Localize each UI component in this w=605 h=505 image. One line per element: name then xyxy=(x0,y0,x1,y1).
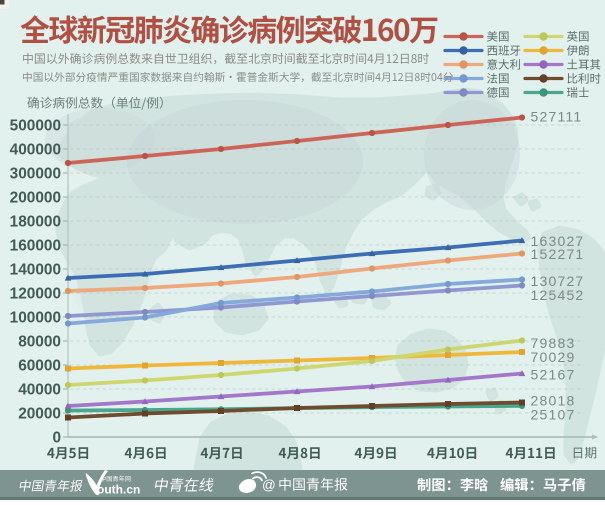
svg-text:125452: 125452 xyxy=(531,287,585,303)
svg-text:80000: 80000 xyxy=(18,333,61,350)
svg-text:400000: 400000 xyxy=(10,141,61,158)
svg-text:28018: 28018 xyxy=(531,392,576,408)
svg-text:40000: 40000 xyxy=(18,381,61,398)
svg-text:300000: 300000 xyxy=(10,165,61,182)
svg-text:25107: 25107 xyxy=(531,406,576,422)
svg-text:79883: 79883 xyxy=(531,335,576,351)
svg-text:152271: 152271 xyxy=(531,246,585,262)
svg-text:527111: 527111 xyxy=(531,108,583,124)
svg-text:70029: 70029 xyxy=(531,349,576,365)
svg-text:@: @ xyxy=(262,478,276,493)
svg-text:130727: 130727 xyxy=(531,273,585,289)
svg-text:160000: 160000 xyxy=(10,237,61,254)
svg-text:163027: 163027 xyxy=(531,233,585,249)
svg-text:140000: 140000 xyxy=(10,261,61,278)
svg-text:0: 0 xyxy=(52,429,61,446)
svg-text:52167: 52167 xyxy=(531,366,576,382)
svg-text:500000: 500000 xyxy=(10,117,61,134)
svg-text:180000: 180000 xyxy=(10,213,61,230)
svg-text:200000: 200000 xyxy=(10,189,61,206)
svg-text:60000: 60000 xyxy=(18,357,61,374)
svg-text:100000: 100000 xyxy=(10,309,61,326)
svg-text:20000: 20000 xyxy=(18,405,61,422)
svg-text:outh.cn: outh.cn xyxy=(97,483,140,497)
svg-text:120000: 120000 xyxy=(10,285,61,302)
